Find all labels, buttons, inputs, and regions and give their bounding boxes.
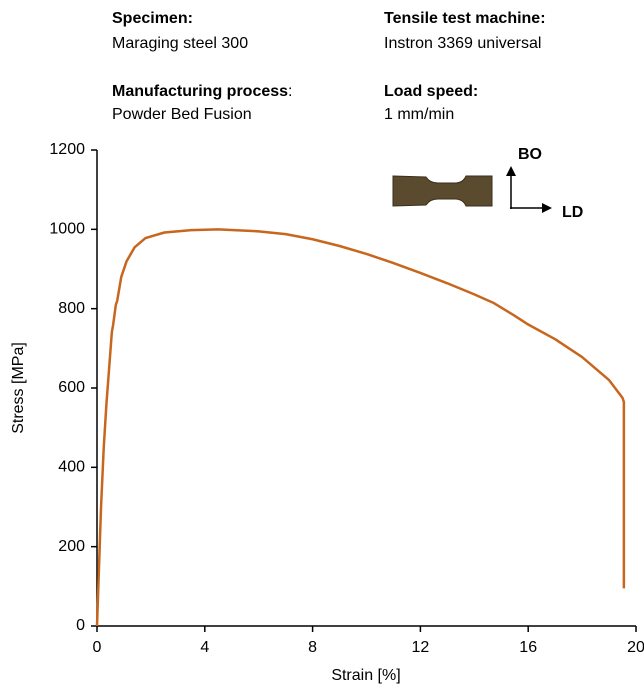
arrow-head [506, 166, 516, 176]
arrow-head [542, 203, 552, 213]
specimen-icon [393, 176, 492, 206]
x-tick-label: 4 [200, 639, 209, 656]
process-colon: : [288, 83, 292, 100]
y-tick-label: 400 [58, 459, 85, 476]
machine-value: Instron 3369 universal [384, 35, 541, 52]
process-label: Manufacturing process: [112, 83, 292, 100]
speed-value: 1 mm/min [384, 106, 454, 123]
specimen-value: Maraging steel 300 [112, 35, 248, 52]
y-tick-label: 1000 [49, 221, 85, 238]
process-value: Powder Bed Fusion [112, 106, 252, 123]
y-axis-label: Stress [MPa] [10, 342, 27, 434]
specimen-label: Specimen: [112, 10, 193, 27]
line [97, 229, 624, 626]
annotation: BO [518, 146, 542, 163]
machine-label: Tensile test machine: [384, 10, 546, 27]
y-tick-label: 200 [58, 538, 85, 555]
y-tick-label: 0 [76, 617, 85, 634]
annotation: LD [562, 204, 583, 221]
chart: Specimen: Maraging steel 300 Manufacturi… [0, 0, 644, 686]
speed-label: Load speed: [384, 83, 478, 100]
x-tick-label: 16 [519, 639, 537, 656]
x-tick-label: 12 [412, 639, 430, 656]
y-tick-label: 1200 [49, 141, 85, 158]
x-tick-label: 0 [93, 639, 102, 656]
x-axis-label: Strain [%] [331, 667, 400, 684]
x-tick-label: 8 [308, 639, 317, 656]
y-tick-label: 600 [58, 379, 85, 396]
y-tick-label: 800 [58, 300, 85, 317]
process-label-text: Manufacturing process [112, 83, 288, 100]
x-tick-label: 20 [627, 639, 644, 656]
